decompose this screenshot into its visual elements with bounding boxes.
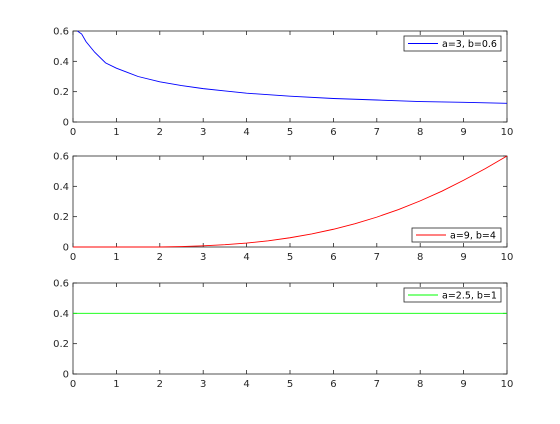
x-tick-label: 2 [157,379,163,390]
legend: a=9, b=4 [411,227,502,243]
subplot-1: 0 1 2 3 4 5 6 7 8 9 10 0 0.2 0.4 0.6 a=3, b=0.6 [53,27,513,139]
legend-label: a=3, b=0.6 [442,39,497,50]
series-line [73,155,508,248]
x-tick-label: 0 [70,127,76,138]
x-tick-label: 6 [330,127,336,138]
x-tick-label: 1 [113,379,119,390]
y-tick-label: 0.4 [53,182,69,193]
y-tick-label: 0.4 [53,57,69,68]
x-tick-label: 1 [113,252,119,263]
x-tick-label: 9 [460,127,466,138]
x-tick-label: 1 [113,127,119,138]
x-tick-label: 10 [501,379,514,390]
x-tick-label: 10 [501,127,514,138]
x-tick-label: 4 [243,252,249,263]
legend-box [411,227,502,243]
y-tick-label: 0 [63,243,69,254]
x-tick-label: 2 [157,127,163,138]
x-tick-label: 9 [460,252,466,263]
y-tick-label: 0.4 [53,309,69,320]
x-tick-label: 3 [200,127,206,138]
subplot-3: 0 1 2 3 4 5 6 7 8 9 10 0 0.2 0.4 0.6 a=2.5, b=1 [53,279,513,391]
series-line [77,30,508,104]
x-tick-label: 8 [417,127,423,138]
legend: a=3, b=0.6 [403,35,502,52]
x-tick-label: 7 [374,127,380,138]
x-tick-label: 7 [374,252,380,263]
subplot-2: 0 1 2 3 4 5 6 7 8 9 10 0 0.2 0.4 0.6 a=9, b=4 [53,152,513,264]
x-tick-label: 3 [200,379,206,390]
x-tick-label: 0 [70,379,76,390]
x-tick-label: 9 [460,379,466,390]
x-tick-label: 4 [243,379,249,390]
y-tick-label: 0.2 [53,212,69,223]
x-tick-label: 5 [287,252,293,263]
x-tick-label: 3 [200,252,206,263]
legend-box [403,35,502,52]
x-tick-label: 7 [374,379,380,390]
legend-label: a=2.5, b=1 [442,291,497,302]
x-tick-label: 8 [417,379,423,390]
x-tick-label: 5 [287,127,293,138]
x-tick-label: 0 [70,252,76,263]
x-tick-label: 5 [287,379,293,390]
x-tick-label: 10 [501,252,514,263]
y-tick-label: 0.2 [53,339,69,350]
x-tick-label: 6 [330,252,336,263]
y-tick-label: 0 [63,370,69,381]
x-tick-label: 8 [417,252,423,263]
y-tick-label: 0.6 [53,152,69,163]
x-tick-label: 4 [243,127,249,138]
y-tick-label: 0.6 [53,279,69,290]
legend: a=2.5, b=1 [403,287,502,303]
legend-box [403,287,502,303]
x-tick-label: 6 [330,379,336,390]
y-tick-label: 0.6 [53,27,69,38]
legend-label: a=9, b=4 [450,231,496,242]
x-tick-label: 2 [157,252,163,263]
y-tick-label: 0.2 [53,87,69,98]
y-tick-label: 0 [63,118,69,129]
